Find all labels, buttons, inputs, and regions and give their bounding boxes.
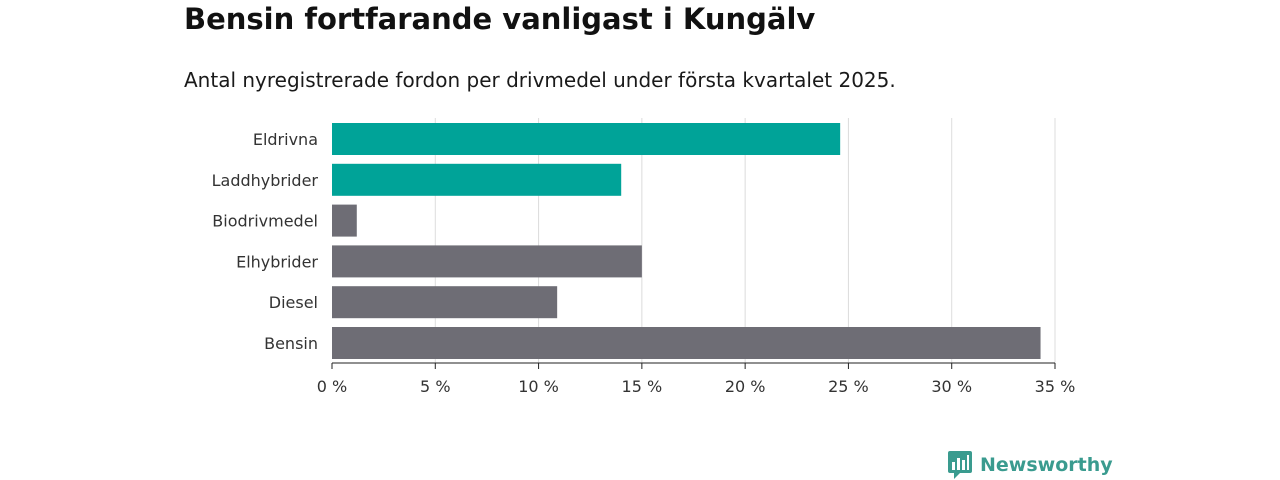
category-label: Bensin <box>264 334 318 353</box>
x-tick-label: 10 % <box>518 377 559 396</box>
bar <box>332 327 1041 359</box>
brand-logo: Newsworthy <box>948 450 1113 480</box>
chart-subtitle: Antal nyregistrerade fordon per drivmede… <box>184 68 896 92</box>
x-tick-label: 15 % <box>622 377 663 396</box>
category-label: Eldrivna <box>253 130 318 149</box>
x-tick-label: 0 % <box>317 377 347 396</box>
x-tick-label: 5 % <box>420 377 450 396</box>
x-tick-label: 25 % <box>828 377 869 396</box>
bar <box>332 123 841 155</box>
bar <box>332 286 558 319</box>
x-tick-label: 35 % <box>1035 377 1076 396</box>
bar <box>332 163 622 196</box>
category-label: Laddhybrider <box>212 171 319 190</box>
x-tick-label: 30 % <box>931 377 972 396</box>
category-label: Biodrivmedel <box>212 212 318 231</box>
category-label: Elhybrider <box>236 252 318 271</box>
chart-title: Bensin fortfarande vanligast i Kungälv <box>184 2 816 36</box>
bar <box>332 245 642 278</box>
bar <box>332 204 357 237</box>
brand-name: Newsworthy <box>980 454 1113 476</box>
category-label: Diesel <box>269 293 318 312</box>
newsworthy-logo-icon <box>948 451 972 479</box>
x-tick-label: 20 % <box>725 377 766 396</box>
